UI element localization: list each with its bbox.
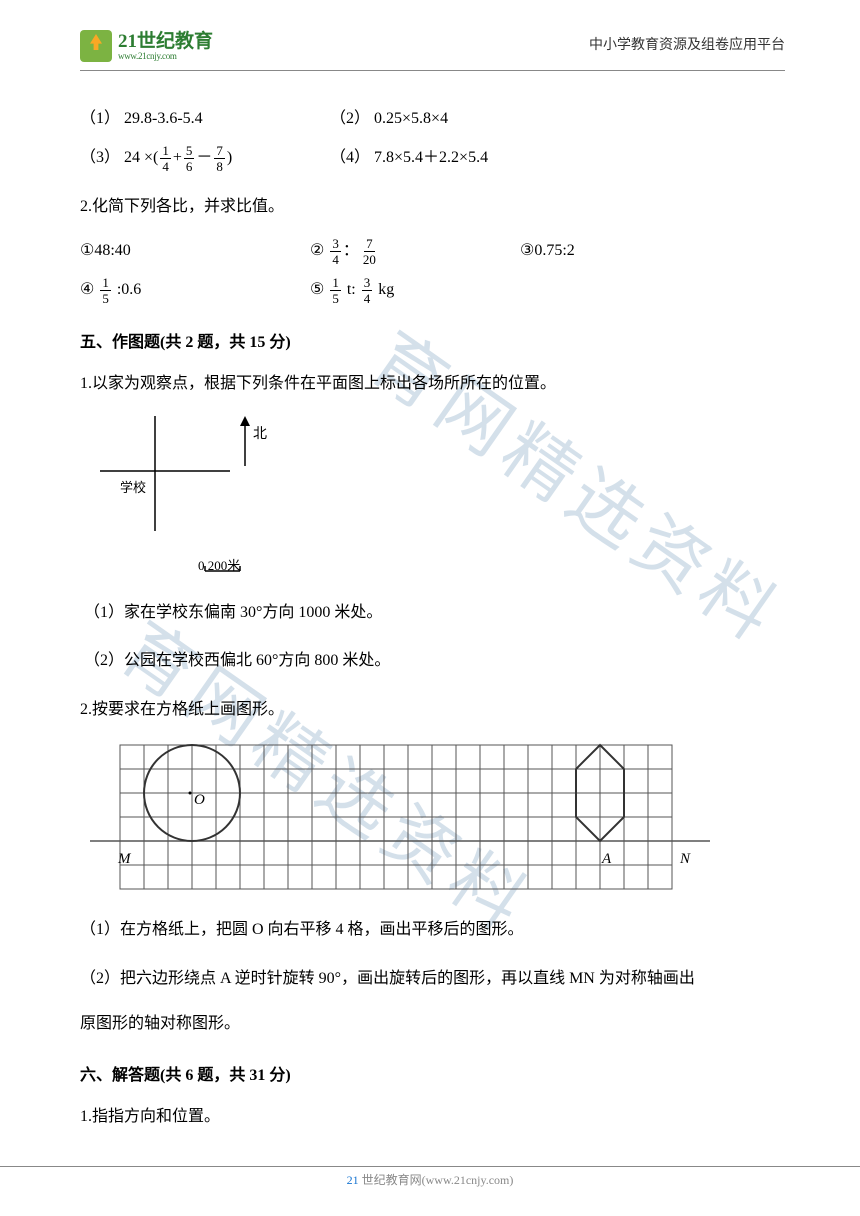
problem-row-1: （1） 29.8-3.6-5.4 （2） 0.25×5.8×4	[80, 101, 785, 138]
frac-1-5b: 15	[330, 276, 341, 305]
right-paren: )	[227, 149, 232, 166]
frac-den: 4	[362, 291, 373, 305]
letter-a: A	[602, 842, 611, 877]
circled-4: ④	[80, 272, 94, 309]
compass-diagram: 北 学校 0 200米	[90, 411, 290, 591]
logo-text-block: 21世纪教育 www.21cnjy.com	[118, 32, 213, 61]
ratio-row-2: ④ 15 :0.6 ⑤ 15 t: 34 kg	[80, 272, 785, 309]
letter-n: N	[680, 842, 690, 877]
page-container: 21世纪教育 www.21cnjy.com 中小学教育资源及组卷应用平台 （1）…	[0, 0, 860, 1136]
frac-3-4: 34	[330, 237, 341, 266]
header: 21世纪教育 www.21cnjy.com 中小学教育资源及组卷应用平台	[80, 30, 785, 62]
q5-2-text: 2.按要求在方格纸上画图形。	[80, 692, 785, 729]
logo-url: www.21cnjy.com	[118, 51, 213, 61]
frac-num: 1	[160, 144, 171, 159]
frac-den: 4	[160, 159, 171, 173]
footer: 21 世纪教育网(www.21cnjy.com)	[0, 1166, 860, 1188]
problem-3-label: （3）	[80, 149, 120, 166]
scale-label: 0 200米	[198, 551, 240, 581]
frac-den: 4	[330, 252, 341, 266]
q5-2-sub2b: 原图形的轴对称图形。	[80, 1006, 785, 1043]
frac-num: 3	[362, 276, 373, 291]
frac-num: 1	[100, 276, 111, 291]
q5-1-sub1: （1）家在学校东偏南 30°方向 1000 米处。	[84, 595, 785, 632]
letter-o: O	[194, 783, 205, 818]
frac-num: 3	[330, 237, 341, 252]
problem-1-label: （1）	[80, 110, 120, 127]
frac-5-6: 56	[184, 144, 195, 173]
frac-den: 5	[100, 291, 111, 305]
frac-7-8: 78	[214, 144, 225, 173]
problem-2: （2） 0.25×5.8×4	[330, 101, 610, 138]
header-divider	[80, 70, 785, 71]
logo-icon	[80, 30, 112, 62]
frac-den: 5	[330, 291, 341, 305]
grid-svg	[90, 737, 710, 902]
frac-num: 7	[364, 237, 375, 252]
footer-text: 世纪教育网(www.21cnjy.com)	[359, 1173, 514, 1187]
frac-3-4b: 34	[362, 276, 373, 305]
school-label: 学校	[120, 473, 146, 503]
problem-4-expr: 7.8×5.4＋2.2×5.4	[374, 149, 488, 166]
content: （1） 29.8-3.6-5.4 （2） 0.25×5.8×4 （3） 24 ×…	[80, 101, 785, 1136]
ratio-4-text: :0.6	[113, 281, 141, 298]
problem-4-label: （4）	[330, 149, 370, 166]
footer-prefix: 21	[347, 1173, 359, 1187]
circled-1: ①	[80, 233, 94, 270]
north-label: 北	[253, 419, 267, 451]
ratio-3: ③0.75:2	[520, 233, 750, 270]
grid-diagram: O M A N	[90, 737, 710, 902]
q5-2-sub1: （1）在方格纸上，把圆 O 向右平移 4 格，画出平移后的图形。	[80, 912, 785, 949]
minus-sign: －	[196, 149, 212, 166]
problem-3-left: 24 ×(	[124, 149, 158, 166]
frac-7-20: 720	[361, 237, 378, 266]
ratio-4: ④ 15 :0.6	[80, 272, 310, 309]
logo-title: 21世纪教育	[118, 32, 213, 51]
q5-1-text: 1.以家为观察点，根据下列条件在平面图上标出各场所所在的位置。	[80, 366, 785, 403]
circled-2: ②	[310, 233, 324, 270]
ratio-5: ⑤ 15 t: 34 kg	[310, 272, 520, 309]
header-right-text: 中小学教育资源及组卷应用平台	[589, 34, 785, 54]
problem-1-expr: 29.8-3.6-5.4	[124, 110, 203, 127]
ratio-5-mid: t:	[343, 281, 360, 298]
logo-area: 21世纪教育 www.21cnjy.com	[80, 30, 213, 62]
problem-4: （4） 7.8×5.4＋2.2×5.4	[330, 140, 610, 177]
circled-3: ③	[520, 233, 534, 270]
problem-2-label: （2）	[330, 110, 370, 127]
frac-1-5a: 15	[100, 276, 111, 305]
section-6-title: 六、解答题(共 6 题，共 31 分)	[80, 1058, 785, 1095]
ratio-3-text: 0.75:2	[534, 242, 574, 259]
plus-sign: +	[173, 149, 182, 166]
circled-5: ⑤	[310, 272, 324, 309]
problem-3: （3） 24 ×(14+56－78)	[80, 140, 330, 177]
q5-1-sub2: （2）公园在学校西偏北 60°方向 800 米处。	[84, 643, 785, 680]
section-5-title: 五、作图题(共 2 题，共 15 分)	[80, 325, 785, 362]
q5-2-sub2: （2）把六边形绕点 A 逆时针旋转 90°，画出旋转后的图形，再以直线 MN 为…	[80, 961, 785, 998]
ratio-5-end: kg	[374, 281, 394, 298]
frac-num: 1	[330, 276, 341, 291]
frac-num: 7	[214, 144, 225, 159]
frac-den: 8	[214, 159, 225, 173]
ratio-1: ①48:40	[80, 233, 310, 270]
ratio-1-text: 48:40	[94, 242, 130, 259]
frac-den: 6	[184, 159, 195, 173]
frac-1-4: 14	[160, 144, 171, 173]
colon: ：	[343, 242, 359, 259]
problem-1: （1） 29.8-3.6-5.4	[80, 101, 330, 138]
q6-1-text: 1.指指方向和位置。	[80, 1099, 785, 1136]
frac-den: 20	[361, 252, 378, 266]
problem-2-expr: 0.25×5.8×4	[374, 110, 448, 127]
frac-num: 5	[184, 144, 195, 159]
simplify-title: 2.化简下列各比，并求比值。	[80, 189, 785, 226]
problem-row-2: （3） 24 ×(14+56－78) （4） 7.8×5.4＋2.2×5.4	[80, 140, 785, 177]
ratio-2: ② 34：720	[310, 233, 520, 270]
ratio-row-1: ①48:40 ② 34：720 ③0.75:2	[80, 233, 785, 270]
letter-m: M	[118, 842, 131, 877]
